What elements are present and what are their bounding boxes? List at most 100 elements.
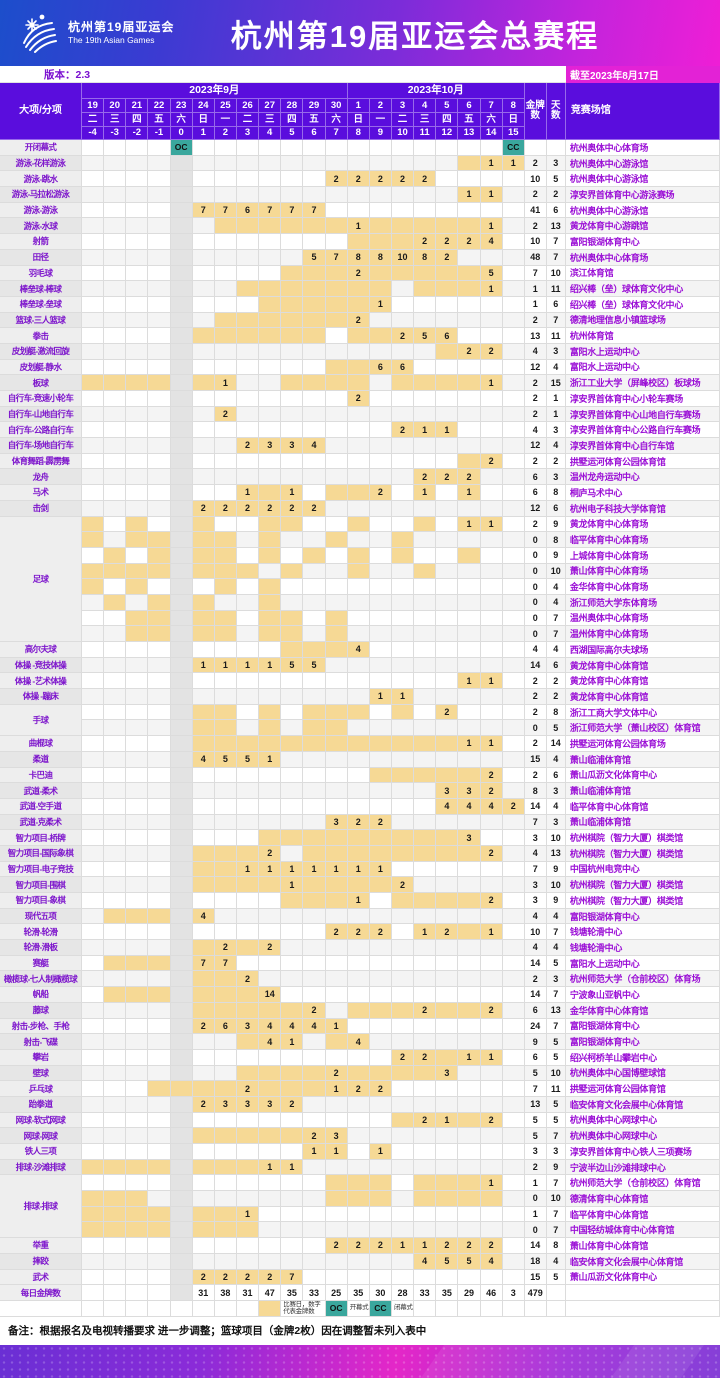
- day-cell: [126, 375, 149, 391]
- day-cell: [458, 359, 481, 376]
- day-cell: [502, 720, 525, 737]
- day-cell: 2: [214, 1269, 237, 1286]
- day-cell: [347, 155, 370, 172]
- day-cell: [236, 940, 260, 956]
- day-cell: [480, 1065, 503, 1082]
- day-cell: [414, 642, 437, 658]
- day-cell: 4: [458, 798, 481, 815]
- sport-label: 游泳-跳水: [0, 171, 82, 188]
- venue-cell: 萧山瓜沥文化体育中心: [565, 1269, 720, 1286]
- day-cell: [126, 783, 149, 799]
- day-cell: 2: [347, 924, 370, 941]
- day-cell: [414, 155, 437, 172]
- day-cell: [82, 893, 105, 909]
- day-cell: [259, 328, 282, 344]
- day-cell: 2: [259, 845, 282, 862]
- day-cell: [281, 422, 304, 439]
- day-header: 23: [170, 99, 193, 113]
- days-count-cell: 8: [546, 485, 566, 501]
- gold-count-cell: 9: [524, 1034, 547, 1050]
- day-cell: [458, 249, 481, 266]
- day-cell: [126, 861, 149, 878]
- day-cell: [502, 328, 525, 344]
- venue-cell: 温州龙舟运动中心: [565, 469, 720, 486]
- venue-cell: 富阳水上运动中心: [565, 359, 720, 376]
- daily-gold-cell: 30: [369, 1285, 392, 1301]
- gold-count-cell: 2: [524, 971, 547, 988]
- day-cell: [104, 642, 127, 658]
- day-cell: [192, 343, 215, 360]
- day-cell: [148, 924, 171, 941]
- days-count-cell: 4: [546, 798, 566, 815]
- day-cell: [325, 202, 348, 219]
- day-cell: [347, 1191, 370, 1207]
- day-cell: [126, 500, 149, 517]
- logo-text-en: The 19th Asian Games: [68, 35, 155, 46]
- day-cell: 2: [458, 343, 481, 360]
- day-cell: 2: [414, 171, 437, 188]
- day-cell: [214, 845, 237, 862]
- day-cell: [502, 469, 525, 486]
- day-cell: [414, 1175, 437, 1192]
- day-cell: [192, 798, 215, 815]
- day-cell: [414, 814, 437, 831]
- days-count-cell: 3: [546, 783, 566, 799]
- day-cell: 2: [236, 438, 260, 454]
- days-count-cell: 7: [546, 1222, 566, 1239]
- sport-label: 游泳-水球: [0, 218, 82, 235]
- day-cell: [236, 579, 260, 595]
- day-cell: [104, 140, 127, 156]
- days-count-cell: 4: [546, 1253, 566, 1270]
- sport-label: 体操 -竞技体操: [0, 657, 82, 674]
- day-cell: 6: [436, 328, 459, 344]
- day-cell: [214, 563, 237, 580]
- day-cell: [126, 924, 149, 941]
- gold-count-cell: 2: [524, 689, 547, 705]
- daily-gold-cell: 31: [236, 1285, 260, 1301]
- day-cell: 2: [236, 971, 260, 988]
- day-cell: [325, 783, 348, 799]
- day-cell: [436, 830, 459, 846]
- day-cell: [414, 406, 437, 423]
- day-cell: [170, 422, 193, 439]
- gold-count-cell: 3: [524, 877, 547, 893]
- day-cell: [281, 375, 304, 391]
- day-cell: [480, 814, 503, 831]
- day-cell: [458, 594, 481, 611]
- day-cell: [148, 798, 171, 815]
- day-cell: 5: [214, 751, 237, 768]
- day-cell: 2: [325, 171, 348, 188]
- day-cell: [170, 516, 193, 533]
- day-cell: [170, 798, 193, 815]
- day-cell: [236, 845, 260, 862]
- gold-count-cell: 2: [524, 312, 547, 329]
- day-cell: [458, 1144, 481, 1160]
- dayindex-header: 7: [325, 127, 348, 140]
- day-cell: [148, 422, 171, 439]
- day-cell: [82, 296, 105, 313]
- day-cell: [325, 1191, 348, 1207]
- day-cell: [458, 626, 481, 642]
- day-cell: [148, 751, 171, 768]
- day-cell: [458, 375, 481, 391]
- day-cell: [192, 830, 215, 846]
- day-cell: [414, 783, 437, 799]
- day-cell: [325, 547, 348, 564]
- day-cell: [303, 955, 326, 972]
- sport-label: 拳击: [0, 328, 82, 344]
- gold-count-cell: 14: [524, 798, 547, 815]
- venue-cell: 杭州体育馆: [565, 328, 720, 344]
- day-cell: [369, 532, 392, 548]
- legend-empty-cell: [524, 1300, 547, 1317]
- day-cell: [281, 736, 304, 752]
- day-cell: 2: [369, 814, 392, 831]
- day-cell: [436, 893, 459, 909]
- day-cell: [192, 265, 215, 282]
- day-cell: [414, 218, 437, 235]
- venue-cell: 富阳银湖体育中心: [565, 1034, 720, 1050]
- day-cell: [458, 689, 481, 705]
- day-cell: [303, 877, 326, 893]
- day-cell: [369, 908, 392, 925]
- day-cell: [369, 265, 392, 282]
- day-cell: [325, 798, 348, 815]
